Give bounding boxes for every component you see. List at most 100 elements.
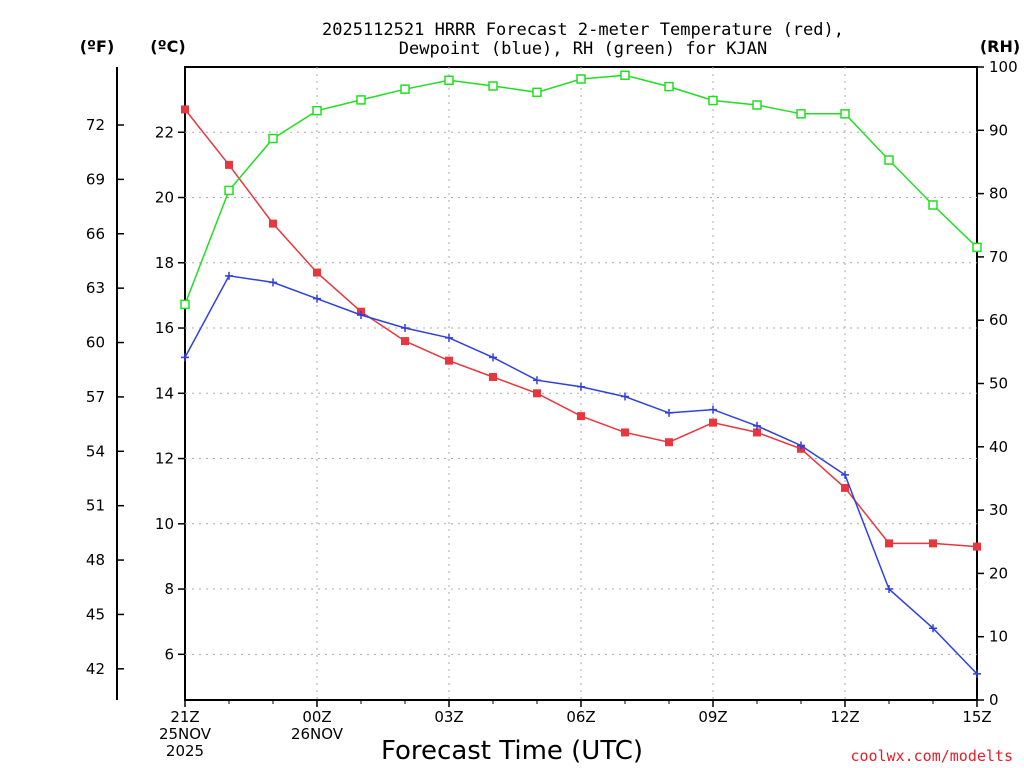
rh-point: [312, 105, 322, 116]
fahrenheit-tick-label: 63: [86, 279, 105, 297]
rh-point: [444, 75, 454, 86]
temperature-point: [929, 539, 937, 548]
dewpoint-point: [709, 405, 717, 414]
rh-point: [840, 109, 850, 119]
chart-title-line-2: Dewpoint (blue), RH (green) for KJAN: [399, 39, 767, 59]
celsius-tick-label: 8: [164, 580, 174, 598]
rh-tick-label: 30: [989, 501, 1008, 519]
dewpoint-point: [313, 294, 321, 303]
temperature-point: [225, 160, 233, 169]
dewpoint-point: [841, 470, 849, 479]
dewpoint-point: [401, 324, 409, 333]
rh-point: [752, 100, 762, 110]
rh-point: [708, 95, 718, 106]
x-tick-label: 00Z: [302, 708, 331, 726]
x-axis-label: Forecast Time (UTC): [381, 736, 643, 766]
temperature-point: [665, 438, 673, 447]
x-tick-label: 15Z: [962, 708, 991, 726]
dewpoint-point: [269, 278, 277, 287]
celsius-tick-label: 12: [155, 450, 174, 468]
rh-point: [356, 95, 366, 105]
rh-point: [268, 133, 278, 144]
rh-point: [400, 84, 410, 94]
dewpoint-point: [577, 382, 585, 391]
fahrenheit-tick-label: 54: [86, 442, 105, 460]
celsius-tick-label: 6: [164, 645, 174, 663]
dewpoint-point: [885, 585, 893, 594]
dewpoint-point: [357, 310, 365, 319]
temperature-point: [181, 105, 189, 114]
fahrenheit-unit-label: (ºF): [80, 37, 115, 56]
rh-point: [224, 185, 234, 196]
temperature-point: [621, 428, 629, 437]
fahrenheit-tick-label: 69: [86, 170, 105, 188]
temperature-point: [577, 412, 585, 421]
fahrenheit-tick-label: 45: [86, 605, 105, 623]
fahrenheit-tick-label: 42: [86, 660, 105, 678]
rh-point: [664, 81, 674, 92]
x-tick-label: 03Z: [434, 708, 463, 726]
rh-tick-label: 70: [989, 248, 1008, 266]
rh-tick-label: 90: [989, 121, 1008, 139]
rh-point: [796, 109, 806, 119]
dewpoint-point: [753, 421, 761, 430]
series-layer: [180, 70, 982, 678]
temperature-point: [753, 428, 761, 437]
dewpoint-point: [533, 376, 541, 385]
fahrenheit-tick-label: 48: [86, 551, 105, 569]
dewpoint-point: [973, 669, 981, 678]
rh-tick-label: 60: [989, 311, 1008, 329]
celsius-tick-label: 22: [155, 123, 174, 141]
axis-ticks: 6810121416182022424548515457606366697201…: [86, 58, 1018, 760]
celsius-tick-label: 10: [155, 515, 174, 533]
credit-label: coolwx.com/modelts: [850, 747, 1013, 765]
dewpoint-point: [181, 353, 189, 362]
rh-point: [884, 155, 894, 165]
temperature-point: [709, 418, 717, 427]
rh-point: [928, 200, 938, 210]
rh-tick-label: 0: [989, 691, 999, 709]
temperature-point: [313, 268, 321, 277]
temperature-point: [533, 389, 541, 398]
dewpoint-point: [445, 333, 453, 342]
temperature-point: [885, 539, 893, 548]
x-tick-label: 2025: [166, 742, 204, 760]
fahrenheit-tick-label: 72: [86, 116, 105, 134]
temperature-point: [841, 483, 849, 492]
x-tick-label: 09Z: [698, 708, 727, 726]
temperature-point: [445, 356, 453, 365]
rh-tick-label: 100: [989, 58, 1018, 76]
rh-point: [488, 81, 498, 91]
fahrenheit-tick-label: 57: [86, 388, 105, 406]
rh-point: [620, 70, 630, 80]
temperature-point: [489, 372, 497, 381]
celsius-tick-label: 20: [155, 189, 174, 207]
x-tick-label: 12Z: [830, 708, 859, 726]
x-tick-label: 21Z: [170, 708, 199, 726]
celsius-tick-label: 14: [155, 384, 174, 402]
dewpoint-point: [665, 408, 673, 417]
plot-area: 6810121416182022424548515457606366697201…: [86, 58, 1018, 760]
rh-tick-label: 40: [989, 438, 1008, 456]
dewpoint-point: [929, 624, 937, 633]
x-tick-label: 26NOV: [291, 725, 344, 743]
x-tick-label: 25NOV: [159, 725, 212, 743]
dewpoint-point: [797, 441, 805, 450]
celsius-tick-label: 16: [155, 319, 174, 337]
rh-point: [532, 87, 542, 98]
rh-point: [972, 242, 982, 253]
fahrenheit-tick-label: 60: [86, 334, 105, 352]
fahrenheit-tick-label: 66: [86, 225, 105, 243]
celsius-unit-label: (ºC): [150, 37, 185, 56]
rh-unit-label: (RH): [980, 37, 1020, 56]
temperature-point: [401, 337, 409, 346]
dewpoint-point: [621, 392, 629, 401]
rh-tick-label: 80: [989, 185, 1008, 203]
rh-tick-label: 10: [989, 628, 1008, 646]
x-tick-label: 06Z: [566, 708, 595, 726]
celsius-tick-label: 18: [155, 254, 174, 272]
dewpoint-point: [489, 353, 497, 362]
fahrenheit-tick-label: 51: [86, 497, 105, 515]
temperature-point: [269, 219, 277, 228]
